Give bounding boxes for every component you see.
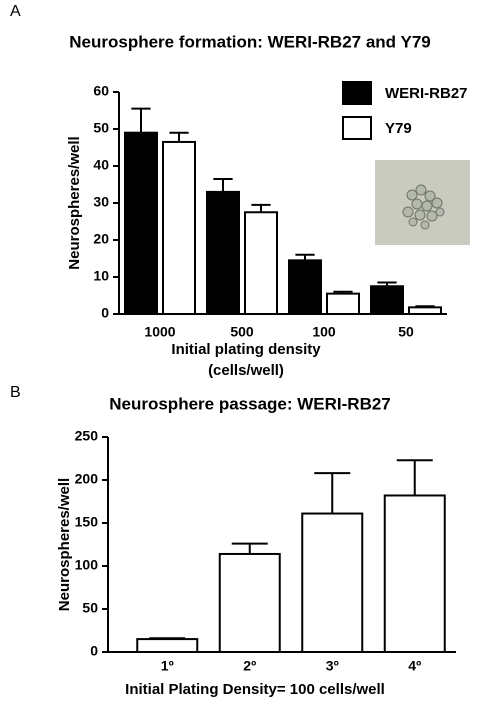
x-tick-label: 500 (230, 324, 254, 340)
legend-label: Y79 (385, 120, 412, 137)
y-tick-label: 100 (75, 557, 99, 573)
x-tick-label: 100 (312, 324, 336, 340)
x-tick-label: 4º (408, 658, 421, 674)
legend-label: WERI-RB27 (385, 85, 468, 102)
legend-swatch (342, 81, 372, 105)
y-tick-label: 0 (90, 643, 98, 659)
x-tick-label: 1º (161, 658, 174, 674)
legend-swatch (342, 116, 372, 140)
photo-background (375, 160, 470, 245)
y-tick-label: 50 (93, 120, 109, 136)
x-axis-label: Initial plating density (171, 341, 321, 358)
y-tick-label: 50 (82, 600, 98, 616)
x-axis-label: Initial Plating Density= 100 cells/well (125, 681, 385, 698)
bar (370, 285, 404, 315)
bar (244, 211, 278, 315)
bar (124, 131, 158, 315)
cell-cluster (402, 184, 445, 230)
y-tick-label: 30 (93, 194, 109, 210)
chart-title: Neurosphere formation: WERI-RB27 and Y79 (69, 32, 430, 51)
bar (162, 140, 196, 315)
x-tick-label: 3º (326, 658, 339, 674)
x-tick-label: 1000 (144, 324, 175, 340)
panel-letter: A (10, 3, 21, 20)
x-tick-label: 50 (398, 324, 414, 340)
bar (218, 552, 281, 654)
y-tick-label: 150 (75, 514, 99, 530)
panel-letter: B (10, 384, 21, 401)
inset-photo (375, 160, 470, 245)
bar (288, 259, 322, 316)
y-tick-label: 40 (93, 157, 109, 173)
bar (326, 292, 360, 315)
y-tick-label: 0 (101, 305, 109, 321)
y-axis-label: Neurospheres/well (66, 136, 83, 269)
y-tick-label: 10 (93, 268, 109, 284)
bar (383, 494, 446, 654)
bar (136, 638, 199, 653)
x-axis-label: (cells/well) (208, 362, 284, 379)
y-tick-label: 20 (93, 231, 109, 247)
chart-title: Neurosphere passage: WERI-RB27 (109, 394, 391, 413)
y-tick-label: 60 (93, 83, 109, 99)
y-tick-label: 200 (75, 471, 99, 487)
y-tick-label: 250 (75, 428, 99, 444)
bar (301, 512, 364, 653)
y-axis-label: Neurospheres/well (56, 478, 73, 611)
bar (206, 190, 240, 315)
x-tick-label: 2º (243, 658, 256, 674)
